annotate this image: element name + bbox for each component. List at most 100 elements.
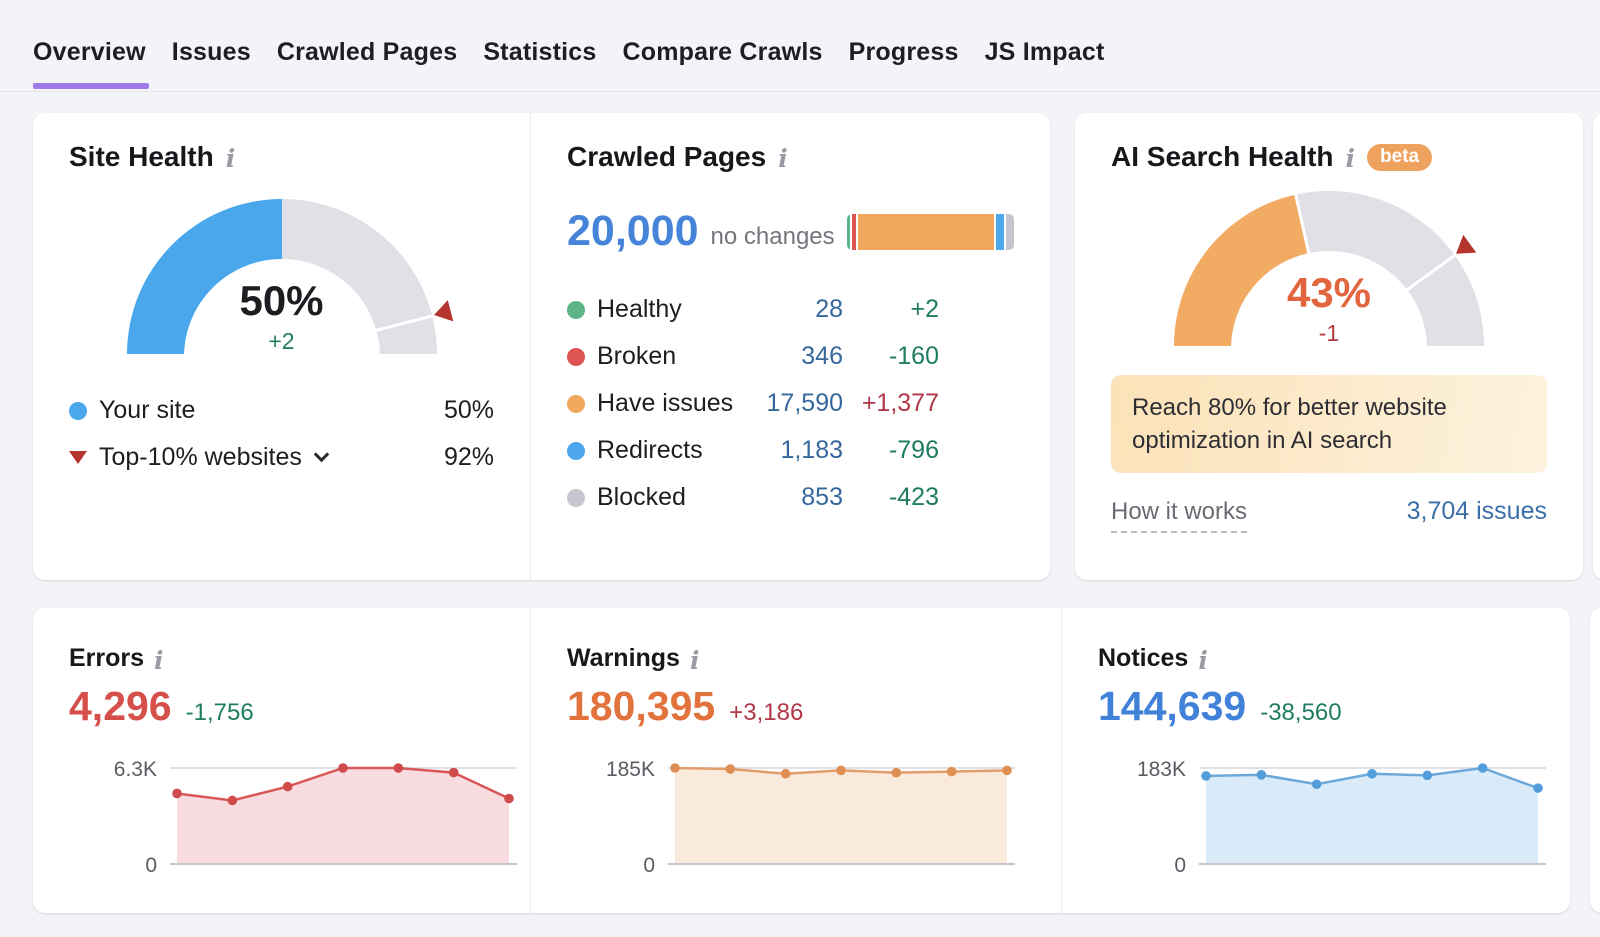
notices-change: -38,560 (1260, 699, 1342, 726)
issues-metrics-card: Errors i 4,296 -1,756 6.3K 0 Warnings i 1… (33, 608, 1570, 913)
tab-progress[interactable]: Progress (848, 38, 959, 66)
site-health-value: 50% (239, 277, 324, 324)
row-label: Blocked (597, 483, 686, 511)
info-icon[interactable]: i (689, 645, 700, 675)
row-label: Have issues (597, 389, 734, 417)
health-crawled-card: Site Health i 50% +2 Your site 50% Top-1… (33, 113, 1050, 580)
row-label: Redirects (597, 436, 703, 464)
tab-statistics[interactable]: Statistics (483, 38, 597, 66)
row-change: +1,377 (861, 389, 939, 417)
svg-text:185K: 185K (606, 758, 655, 781)
tab-crawled-pages[interactable]: Crawled Pages (276, 38, 458, 66)
row-value-link[interactable]: 346 (801, 342, 843, 370)
ai-search-health-panel: AI Search Health i beta 43% -1 Reach 80%… (1075, 113, 1583, 561)
row-value-link[interactable]: 1,183 (780, 436, 843, 464)
tab-js-impact[interactable]: JS Impact (984, 38, 1105, 66)
legend-label: Your site (99, 396, 196, 424)
svg-text:6.3K: 6.3K (114, 758, 157, 781)
clipped-card-edge (1590, 608, 1600, 913)
errors-value: 4,296 (69, 683, 172, 729)
list-item: Blocked 853 -423 (567, 474, 939, 521)
list-item: Broken 346 -160 (567, 333, 939, 380)
legend-row-your-site: Your site 50% (69, 387, 494, 434)
ai-search-health-title: AI Search Health (1111, 141, 1334, 172)
info-icon[interactable]: i (154, 645, 164, 675)
crawled-pages-title: Crawled Pages (567, 141, 767, 172)
tab-compare-crawls[interactable]: Compare Crawls (622, 38, 823, 66)
errors-change: -1,756 (185, 699, 254, 726)
ai-notice-box: Reach 80% for better website optimizatio… (1111, 375, 1547, 473)
crawled-pages-panel: Crawled Pages i 20,000 no changes Health… (531, 113, 1050, 580)
redirects-dot-icon (567, 441, 585, 460)
info-icon[interactable]: i (1345, 144, 1356, 173)
tab-overview[interactable]: Overview (33, 14, 149, 92)
list-item: Redirects 1,183 -796 (567, 427, 939, 474)
ai-search-health-card: AI Search Health i beta 43% -1 Reach 80%… (1075, 113, 1583, 580)
info-icon[interactable]: i (778, 144, 788, 173)
divider (530, 113, 531, 580)
chevron-down-icon[interactable] (313, 446, 330, 463)
svg-text:0: 0 (643, 854, 655, 874)
legend-value: 50% (443, 396, 494, 424)
row-change: -423 (888, 483, 939, 511)
row-label: Broken (597, 342, 677, 370)
row-change: -796 (888, 436, 939, 464)
row-change: +2 (910, 295, 939, 323)
crawled-stacked-bar (847, 213, 1014, 250)
divider (530, 608, 531, 913)
bar-segment-healthy (847, 213, 850, 250)
warnings-trend-chart: 185K 0 (606, 758, 1015, 874)
site-health-legend: Your site 50% Top-10% websites 92% (69, 387, 494, 481)
notices-trend-chart: 183K 0 (1137, 758, 1546, 874)
bar-segment-redirects (995, 213, 1005, 250)
blue-dot-icon (69, 401, 87, 420)
warnings-change: +3,186 (729, 699, 804, 726)
site-health-panel: Site Health i 50% +2 Your site 50% Top-1… (33, 113, 530, 580)
row-label: Healthy (597, 295, 682, 323)
bar-segment-have-issues (857, 213, 994, 250)
blocked-dot-icon (567, 488, 585, 507)
warnings-title: Warnings (567, 644, 680, 672)
red-triangle-icon (69, 451, 87, 464)
crawled-breakdown-list: Healthy 28 +2 Broken 346 -160 Have issue… (567, 286, 939, 521)
legend-row-top10: Top-10% websites 92% (69, 434, 494, 481)
legend-label: Top-10% websites (99, 443, 302, 471)
tab-issues[interactable]: Issues (171, 38, 251, 66)
divider (1061, 608, 1062, 913)
list-item: Healthy 28 +2 (567, 286, 939, 333)
row-value-link[interactable]: 28 (815, 295, 843, 323)
crawled-total-link[interactable]: 20,000 (567, 207, 699, 255)
notices-value: 144,639 (1098, 683, 1247, 729)
beta-badge: beta (1367, 143, 1433, 171)
errors-trend-chart: 6.3K 0 (114, 758, 517, 874)
svg-text:0: 0 (1174, 854, 1186, 874)
bar-segment-broken (851, 213, 856, 250)
healthy-dot-icon (567, 300, 585, 319)
row-change: -160 (888, 342, 939, 370)
svg-text:0: 0 (145, 854, 157, 874)
list-item: Have issues 17,590 +1,377 (567, 380, 939, 427)
legend-value: 92% (443, 443, 494, 471)
ai-health-change: -1 (1318, 320, 1340, 346)
ai-health-value: 43% (1286, 269, 1372, 316)
notices-title: Notices (1098, 644, 1189, 672)
row-value-link[interactable]: 853 (801, 483, 843, 511)
errors-title: Errors (69, 644, 145, 672)
broken-dot-icon (567, 347, 585, 366)
have-issues-dot-icon (567, 394, 585, 413)
bar-segment-blocked (1006, 213, 1014, 250)
ai-search-health-gauge: 43% -1 (1174, 190, 1484, 349)
svg-text:183K: 183K (1137, 758, 1186, 781)
warnings-value: 180,395 (567, 683, 716, 729)
how-it-works-link[interactable]: How it works (1111, 498, 1248, 533)
info-icon[interactable]: i (1198, 645, 1208, 675)
errors-panel: Errors i 4,296 -1,756 6.3K 0 (33, 608, 530, 913)
notices-panel: Notices i 144,639 -38,560 183K 0 (1062, 608, 1570, 913)
tab-bar: Overview Issues Crawled Pages Statistics… (0, 0, 1600, 92)
site-health-title: Site Health (69, 141, 214, 172)
ai-issues-link[interactable]: 3,704 issues (1406, 497, 1547, 525)
info-icon[interactable]: i (225, 144, 236, 173)
row-value-link[interactable]: 17,590 (766, 389, 843, 417)
site-health-change: +2 (268, 328, 295, 354)
site-health-gauge: 50% +2 (126, 199, 453, 357)
